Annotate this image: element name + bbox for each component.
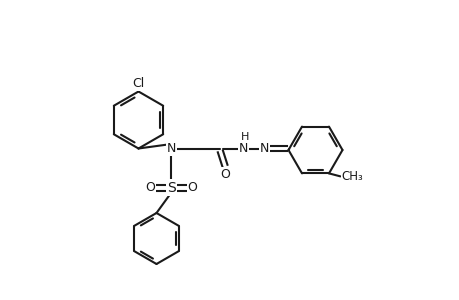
Text: N: N [259,142,269,155]
Text: N: N [238,142,248,155]
Text: Cl: Cl [132,77,144,90]
Text: CH₃: CH₃ [341,170,362,184]
Text: N: N [167,142,176,155]
Text: O: O [145,181,155,194]
Text: H: H [241,132,249,142]
Text: O: O [187,181,197,194]
Text: O: O [220,168,230,181]
Text: S: S [167,181,175,194]
